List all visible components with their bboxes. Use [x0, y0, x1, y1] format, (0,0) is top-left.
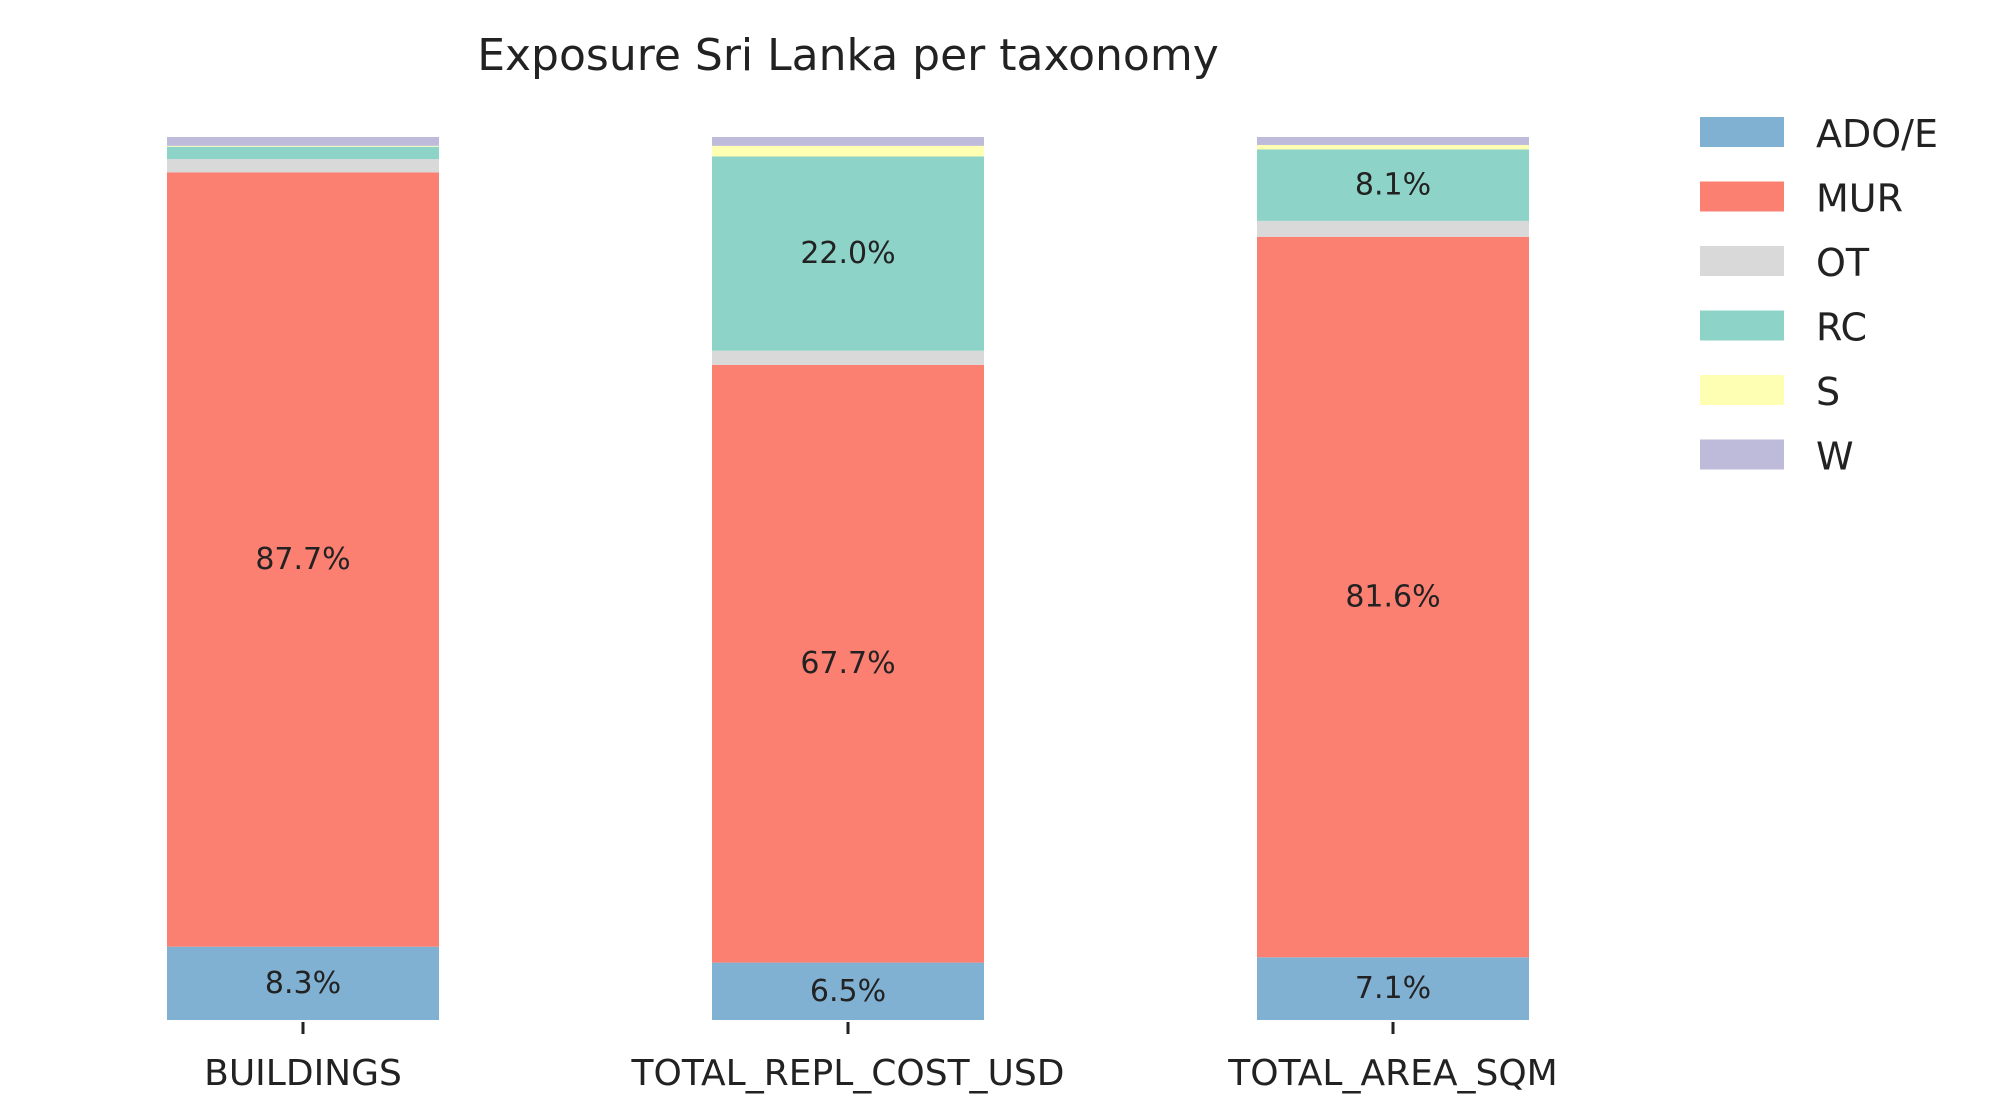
data-label-total-repl-cost-usd-ado-e: 6.5%: [810, 974, 886, 1009]
data-label-buildings-mur: 87.7%: [255, 542, 350, 577]
legend-swatch-ot: [1700, 246, 1784, 276]
bar-total-repl-cost-usd-mur: [712, 364, 984, 963]
legend: ADO/E MUR OT RC SW: [1700, 112, 1938, 479]
bar-total-area-sqm-ado-e: [1257, 957, 1529, 1020]
x-tick-label-total-repl-cost-usd: TOTAL_REPL_COST_USD: [631, 1053, 1065, 1094]
legend-label-mur: MUR: [1816, 177, 1903, 221]
bar-buildings-rc: [167, 146, 439, 160]
x-tick-label-total-area-sqm: TOTAL_AREA_SQM: [1227, 1053, 1557, 1094]
legend-label-s: S: [1816, 370, 1840, 414]
legend-label-rc: RC: [1816, 306, 1867, 350]
legend-swatch-w: [1700, 439, 1784, 470]
bar-total-area-sqm-w: [1257, 137, 1529, 145]
bar-total-repl-cost-usd-s: [712, 145, 984, 157]
data-label-total-repl-cost-usd-rc: 22.0%: [800, 236, 895, 271]
bar-buildings-ado-e: [167, 946, 439, 1020]
bar-total-repl-cost-usd-ado-e: [712, 962, 984, 1020]
data-label-total-repl-cost-usd-mur: 67.7%: [800, 646, 895, 681]
legend-label-ado-e: ADO/E: [1816, 112, 1938, 156]
bar-buildings-mur: [167, 172, 439, 947]
bar-total-area-sqm-s: [1257, 144, 1529, 150]
legend-swatch-s: [1700, 375, 1784, 405]
data-labels-group: 8.3% 87.7% 6.5% 67.7% 22.0% 7.1% 81.6% 8.1%: [255, 168, 1440, 1009]
bar-total-area-sqm-mur: [1257, 236, 1529, 958]
bar-buildings-s: [167, 145, 439, 147]
bar-total-area-sqm-ot: [1257, 220, 1529, 237]
legend-swatch-mur: [1700, 181, 1784, 212]
legend-swatch-rc: [1700, 310, 1784, 341]
legend-label-ot: OT: [1816, 241, 1870, 285]
legend-swatch-ado-e: [1700, 117, 1784, 147]
data-label-buildings-ado-e: 8.3%: [265, 966, 341, 1001]
bar-total-repl-cost-usd-w: [712, 137, 984, 146]
chart-title: Exposure Sri Lanka per taxonomy: [477, 30, 1219, 81]
bar-total-area-sqm-rc: [1257, 149, 1529, 221]
bar-total-repl-cost-usd-rc: [712, 156, 984, 351]
bar-total-repl-cost-usd-ot: [712, 350, 984, 365]
data-label-total-area-sqm-mur: 81.6%: [1345, 580, 1440, 615]
x-axis: BUILDINGS TOTAL_REPL_COST_USD TOTAL_AREA_S…: [204, 1022, 1558, 1094]
data-label-total-area-sqm-rc: 8.1%: [1355, 168, 1431, 203]
data-label-total-area-sqm-ado-e: 7.1%: [1355, 971, 1431, 1006]
bars-group: [167, 137, 1529, 1020]
x-tick-label-buildings: BUILDINGS: [204, 1053, 402, 1094]
bar-buildings-ot: [167, 159, 439, 173]
legend-label-w: W: [1816, 435, 1854, 479]
bar-buildings-w: [167, 137, 439, 146]
